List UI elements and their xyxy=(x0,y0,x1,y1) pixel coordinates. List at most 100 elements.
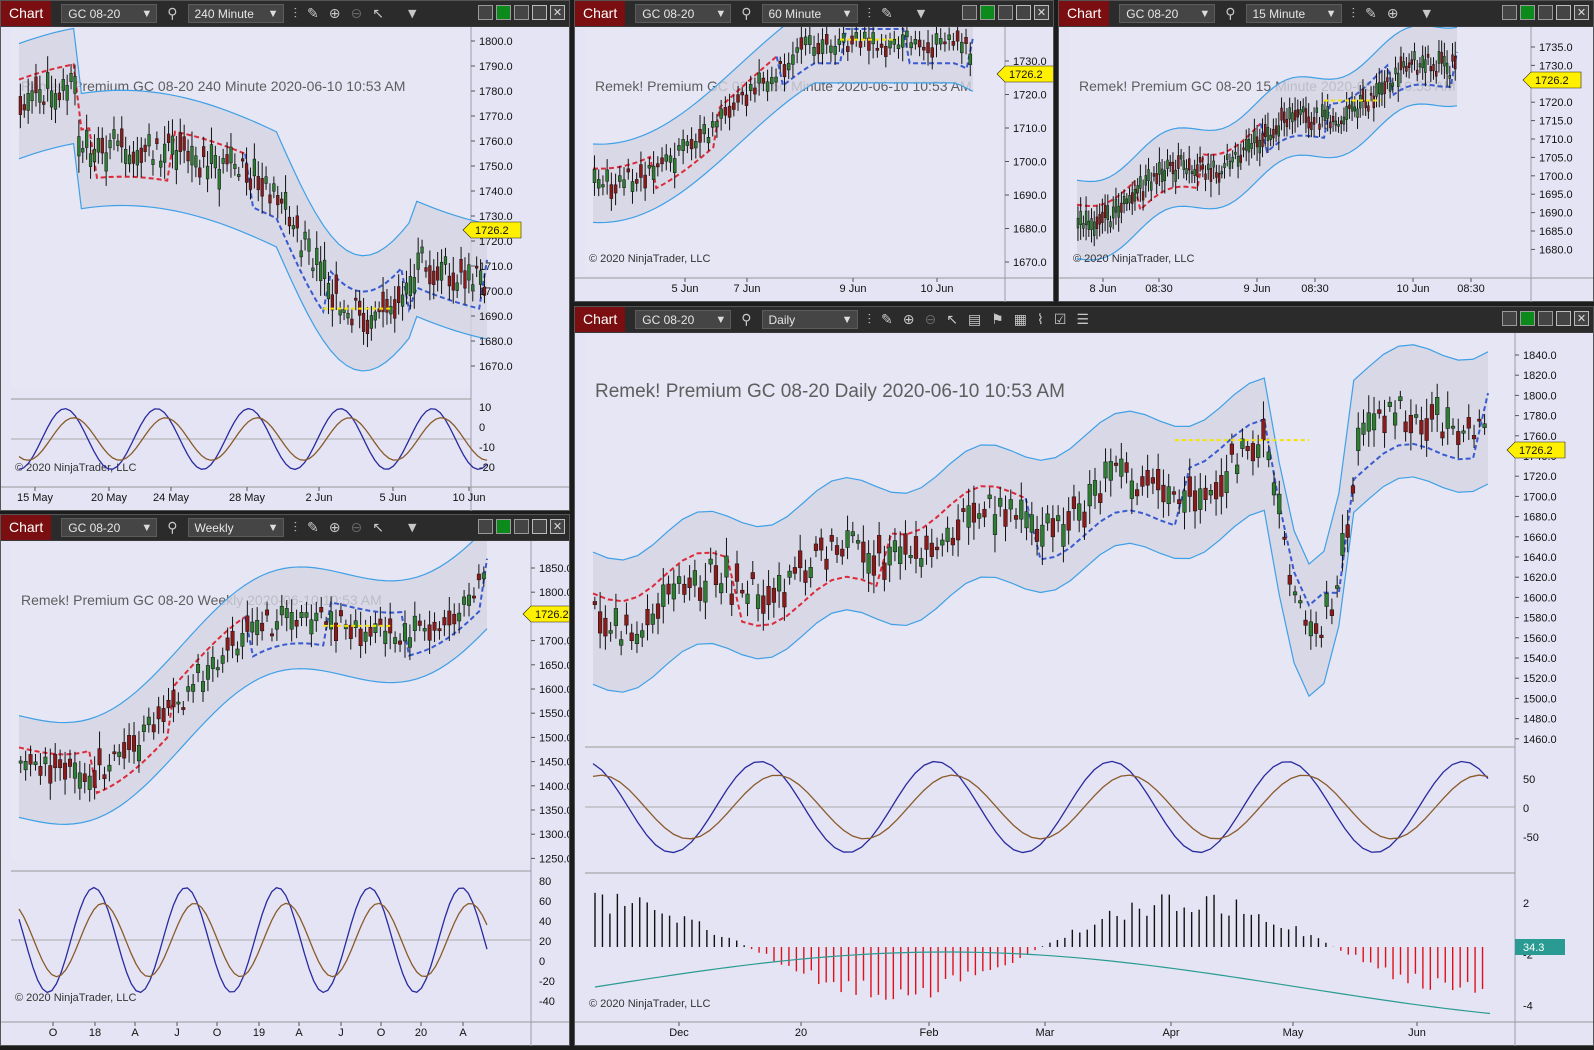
zoom-in-icon[interactable]: ⊕ xyxy=(902,311,915,328)
pencil-icon[interactable]: ✎ xyxy=(881,5,893,22)
strategies-icon[interactable]: ⚑ xyxy=(991,311,1004,328)
bar-style-icon[interactable]: ⫶ xyxy=(293,5,298,22)
link-color-button[interactable] xyxy=(496,519,511,534)
chart-canvas[interactable]: Remek! Premium GC 08-20 60 Minute 2020-0… xyxy=(575,3,1056,302)
candle xyxy=(1471,435,1477,440)
chart-menu-button[interactable]: Chart xyxy=(1059,1,1110,26)
close-button[interactable] xyxy=(550,5,565,20)
chart-menu-button[interactable]: Chart xyxy=(1,515,52,540)
chart-canvas[interactable]: Remek! Premium GC 08-20 Daily 2020-06-10… xyxy=(575,333,1593,1046)
interval-selector[interactable]: 15 Minute ▼ xyxy=(1245,4,1342,23)
pointer-icon[interactable]: ↖ xyxy=(372,5,384,22)
link-button[interactable] xyxy=(478,519,493,534)
instrument-selector[interactable]: GC 08-20 ▼ xyxy=(1119,4,1216,23)
zoom-out-icon[interactable]: ⊖ xyxy=(350,519,363,536)
chart-body[interactable]: Remek! Premium GC 08-20 60 Minute 2020-0… xyxy=(575,3,1056,302)
chart-body[interactable]: Remek! Premium GC 08-20 240 Minute 2020-… xyxy=(1,27,569,511)
more-dropdown-icon[interactable]: ▼ xyxy=(916,7,926,20)
interval-selector[interactable]: Daily ▼ xyxy=(761,310,858,329)
pointer-icon[interactable]: ↖ xyxy=(946,311,958,328)
bar-style-icon[interactable]: ⫶ xyxy=(293,519,298,536)
link-color-button[interactable] xyxy=(980,5,995,20)
data-box-icon[interactable]: ▤ xyxy=(967,311,982,328)
chart-menu-button[interactable]: Chart xyxy=(1,1,52,26)
bar-style-icon[interactable]: ⫶ xyxy=(1351,5,1356,22)
candle xyxy=(771,587,776,603)
link-button[interactable] xyxy=(1502,5,1517,20)
maximize-button[interactable] xyxy=(532,5,547,20)
minimize-button[interactable] xyxy=(514,5,529,20)
instrument-selector[interactable]: GC 08-20 ▼ xyxy=(635,310,732,329)
candle xyxy=(373,623,378,633)
candle xyxy=(28,754,33,765)
candle xyxy=(592,601,597,605)
candle xyxy=(1152,173,1156,177)
search-icon[interactable]: ⚲ xyxy=(167,5,178,22)
minimize-button[interactable] xyxy=(1538,5,1553,20)
search-icon[interactable]: ⚲ xyxy=(167,519,178,536)
zoom-in-icon[interactable]: ⊕ xyxy=(328,5,341,22)
candle xyxy=(1122,195,1126,205)
chart-canvas[interactable]: Remek! Premium GC 08-20 240 Minute 2020-… xyxy=(1,27,569,511)
maximize-button[interactable] xyxy=(1556,311,1571,326)
zoom-in-icon[interactable]: ⊕ xyxy=(328,519,341,536)
candle xyxy=(887,546,892,566)
minimize-button[interactable] xyxy=(514,519,529,534)
pencil-icon[interactable]: ✎ xyxy=(307,5,319,22)
more-dropdown-icon[interactable]: ▼ xyxy=(407,7,417,20)
zoom-out-icon[interactable]: ⊖ xyxy=(350,5,363,22)
analyzer-icon[interactable]: ⌇ xyxy=(1036,311,1044,328)
instrument-selector[interactable]: GC 08-20 ▼ xyxy=(635,4,732,23)
pencil-icon[interactable]: ✎ xyxy=(1365,5,1377,22)
more-dropdown-icon[interactable]: ▼ xyxy=(1422,7,1431,20)
interval-selector[interactable]: Weekly ▼ xyxy=(187,518,284,537)
pointer-icon[interactable]: ↖ xyxy=(372,519,384,536)
maximize-button[interactable] xyxy=(1016,5,1031,20)
pencil-icon[interactable]: ✎ xyxy=(881,311,893,328)
link-button[interactable] xyxy=(962,5,977,20)
instrument-selector[interactable]: GC 08-20 ▼ xyxy=(61,4,158,23)
close-button[interactable] xyxy=(1034,5,1049,20)
bar-style-icon[interactable]: ⫶ xyxy=(867,5,872,22)
close-button[interactable] xyxy=(550,519,565,534)
candle xyxy=(1177,155,1180,169)
price-tick-label: 1600.0 xyxy=(539,684,569,696)
interval-selector[interactable]: 60 Minute ▼ xyxy=(761,4,858,23)
chart-menu-button[interactable]: Chart xyxy=(575,1,626,26)
close-button[interactable] xyxy=(1574,5,1589,20)
instrument-selector[interactable]: GC 08-20 ▼ xyxy=(61,518,158,537)
candle xyxy=(1364,100,1367,109)
candle xyxy=(671,583,676,600)
more-dropdown-icon[interactable]: ▼ xyxy=(407,521,417,534)
search-icon[interactable]: ⚲ xyxy=(1225,5,1236,22)
search-icon[interactable]: ⚲ xyxy=(741,5,752,22)
link-color-button[interactable] xyxy=(1520,311,1535,326)
indicators-icon[interactable]: ▦ xyxy=(1013,311,1027,328)
price-tick-label: 1820.0 xyxy=(1523,370,1557,382)
link-color-button[interactable] xyxy=(1520,5,1535,20)
zoom-out-icon[interactable]: ⊖ xyxy=(924,311,937,328)
link-button[interactable] xyxy=(1502,311,1517,326)
chart-canvas[interactable]: Remek! Premium GC 08-20 Weekly 2020-06-1… xyxy=(1,526,582,1046)
chart-body[interactable]: Remek! Premium GC 08-20 15 Minute 2020-0… xyxy=(1059,25,1593,302)
link-button[interactable] xyxy=(478,5,493,20)
search-icon[interactable]: ⚲ xyxy=(741,311,752,328)
close-button[interactable] xyxy=(1574,311,1589,326)
candle xyxy=(750,572,755,580)
chart-body[interactable]: Remek! Premium GC 08-20 Daily 2020-06-10… xyxy=(575,333,1593,1046)
chart-menu-button[interactable]: Chart xyxy=(575,307,626,332)
list-icon[interactable]: ☰ xyxy=(1076,311,1089,328)
zoom-in-icon[interactable]: ⊕ xyxy=(1386,5,1399,22)
minimize-button[interactable] xyxy=(1538,311,1553,326)
maximize-button[interactable] xyxy=(1556,5,1571,20)
bar-style-icon[interactable]: ⫶ xyxy=(867,311,872,328)
maximize-button[interactable] xyxy=(532,519,547,534)
link-color-button[interactable] xyxy=(496,5,511,20)
chart-body[interactable]: Remek! Premium GC 08-20 Weekly 2020-06-1… xyxy=(1,526,582,1046)
properties-icon[interactable]: ☑ xyxy=(1053,311,1067,328)
interval-selector[interactable]: 240 Minute ▼ xyxy=(187,4,284,23)
pencil-icon[interactable]: ✎ xyxy=(307,519,319,536)
candle xyxy=(950,537,955,546)
chart-canvas[interactable]: Remek! Premium GC 08-20 15 Minute 2020-0… xyxy=(1059,25,1593,302)
minimize-button[interactable] xyxy=(998,5,1013,20)
